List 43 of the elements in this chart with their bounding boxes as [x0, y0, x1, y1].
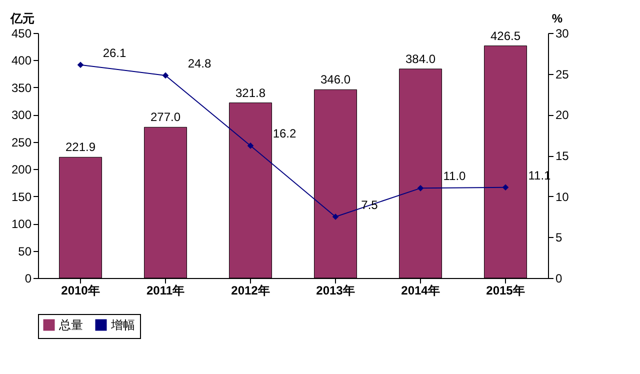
point: [332, 214, 339, 220]
data-label: 321.8: [235, 86, 266, 100]
y2-axis-title: %: [552, 12, 563, 26]
y2-tick-label: 30: [556, 26, 570, 40]
y-tick-label: 450: [11, 26, 32, 40]
y-tick-label: 0: [24, 272, 32, 286]
data-label: 384.0: [405, 52, 436, 66]
data-label: 277.0: [150, 110, 181, 124]
data-label: 346.0: [320, 72, 351, 87]
y-tick-label: 250: [11, 135, 32, 150]
y-tick-label: 100: [11, 217, 32, 232]
data-label: 24.8: [188, 56, 212, 70]
data-label: 11.0: [443, 169, 466, 184]
data-label: 16.2: [272, 126, 296, 141]
point: [77, 62, 84, 68]
y2-tick-label: 0: [556, 272, 562, 286]
point: [247, 142, 254, 149]
x-tick-label: 2012年: [231, 284, 270, 298]
y-tick-label: 300: [11, 108, 32, 122]
y2-tick-label: 25: [556, 67, 570, 82]
legend-label: 增幅: [110, 318, 135, 332]
x-tick-label: 2011年: [146, 284, 185, 298]
point: [502, 184, 509, 191]
data-label: 426.5: [490, 28, 521, 43]
y2-tick-label: 10: [556, 190, 570, 204]
y2-tick-label: 20: [556, 108, 570, 122]
y2-tick-label: 5: [556, 230, 562, 245]
y-tick-label: 50: [18, 244, 32, 258]
point: [162, 72, 169, 79]
x-tick-label: 2010年: [61, 284, 100, 298]
x-tick-label: 2014年: [401, 284, 440, 298]
x-tick-label: 2015年: [486, 284, 525, 298]
y-tick-label: 200: [11, 162, 32, 177]
data-label: 26.1: [102, 46, 126, 60]
y-tick-label: 400: [11, 54, 32, 68]
y-tick-label: 350: [11, 80, 32, 95]
legend-label: 总量: [58, 318, 83, 332]
y-axis-title: 亿元: [10, 12, 34, 26]
x-tick-label: 2013年: [316, 284, 355, 298]
y-tick-label: 150: [11, 190, 32, 204]
data-label: 221.9: [65, 140, 96, 154]
point: [417, 185, 424, 192]
y2-tick-label: 15: [556, 149, 570, 163]
